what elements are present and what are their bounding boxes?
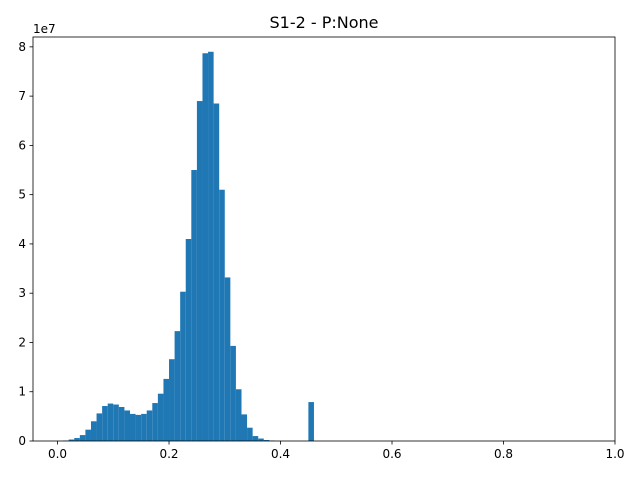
histogram-bar (152, 403, 158, 441)
y-axis-ticks: 0 1 2 3 4 5 6 7 8 (18, 40, 33, 448)
plot-frame (32, 36, 616, 442)
bars-group (63, 51, 314, 442)
histogram-bar (308, 402, 314, 441)
histogram-bar (213, 103, 220, 441)
histogram-bar (235, 389, 242, 441)
histogram-bar (96, 413, 103, 441)
histogram-bar (90, 421, 97, 441)
histogram-bar (124, 410, 130, 441)
y-tick-label: 3 (18, 286, 26, 300)
histogram-bar (74, 438, 80, 441)
x-tick-label: 1.0 (605, 447, 624, 461)
chart-title: S1-2 - P:None (269, 13, 378, 32)
y-tick-label: 0 (18, 434, 26, 448)
x-tick-label: 0.4 (271, 447, 290, 461)
histogram-bar (196, 101, 203, 442)
histogram-bar (107, 403, 114, 441)
y-tick-label: 8 (18, 40, 26, 54)
histogram-bar (146, 410, 153, 441)
histogram-bar (208, 51, 214, 441)
histogram-bar (130, 413, 136, 441)
histogram-bar (141, 413, 147, 441)
histogram-bar (258, 438, 264, 441)
histogram-bar (252, 436, 259, 441)
y-tick-label: 2 (18, 335, 26, 349)
histogram-bar (241, 414, 248, 441)
histogram-bar (191, 170, 197, 441)
histogram-bar (85, 429, 91, 441)
histogram-bar (202, 53, 209, 441)
histogram-bar (68, 439, 75, 441)
histogram-bar (102, 406, 108, 441)
histogram-bar (230, 345, 236, 441)
y-tick-label: 4 (18, 237, 26, 251)
y-tick-label: 6 (18, 138, 26, 152)
histogram-bar (79, 435, 86, 441)
histogram-bar (185, 239, 192, 441)
x-axis-ticks: 0.0 0.2 0.4 0.6 0.8 1.0 (48, 441, 625, 461)
histogram-bar (113, 404, 119, 441)
y-axis-offset-label: 1e7 (33, 22, 56, 36)
histogram-bar (247, 427, 253, 441)
x-tick-label: 0.8 (494, 447, 513, 461)
y-tick-label: 7 (18, 89, 26, 103)
histogram-bar (174, 331, 181, 441)
x-tick-label: 0.6 (382, 447, 401, 461)
x-tick-label: 0.0 (48, 447, 67, 461)
y-tick-label: 1 (18, 385, 26, 399)
histogram-bar (157, 393, 164, 441)
histogram-bar (224, 277, 231, 441)
histogram-bar (169, 359, 175, 441)
histogram-bar (118, 407, 125, 441)
histogram-bar (263, 440, 270, 441)
x-tick-label: 0.2 (159, 447, 178, 461)
histogram-bar (163, 378, 170, 441)
histogram-bar (180, 291, 186, 441)
histogram-bar (219, 189, 225, 441)
y-tick-label: 5 (18, 188, 26, 202)
histogram-bar (135, 414, 142, 441)
